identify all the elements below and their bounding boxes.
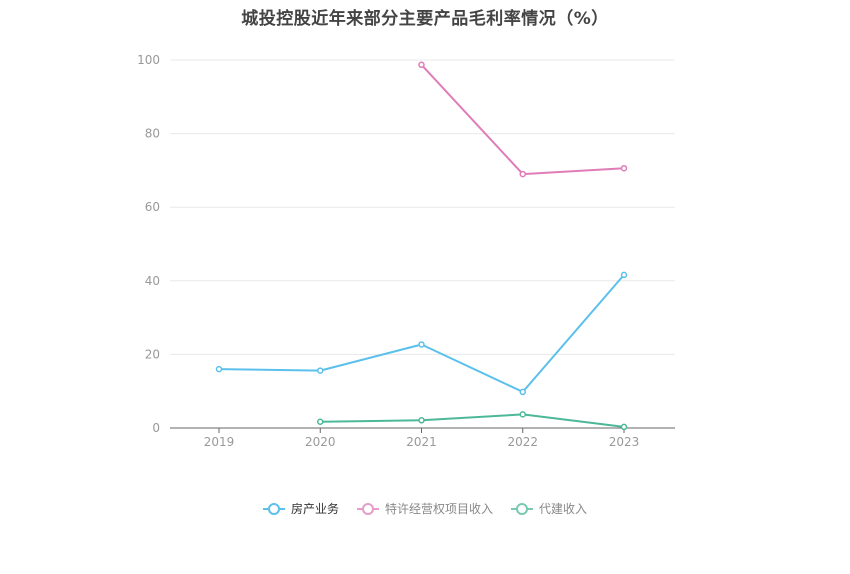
y-tick-label: 100 [137,53,160,67]
data-point [418,61,425,69]
legend-marker-icon [356,502,379,516]
legend-item-1[interactable]: 房产业务 [262,500,339,517]
series-line-1 [218,274,625,393]
x-tick-label: 2020 [305,435,336,449]
x-tick-label: 2023 [609,435,640,449]
legend-label: 特许经营权项目收入 [384,502,493,516]
data-point [620,164,628,172]
x-tick-label: 2019 [204,435,235,449]
legend-label: 代建收入 [539,502,588,516]
data-point [317,418,324,425]
data-point [215,365,223,373]
data-point [620,423,628,431]
y-tick-label: 0 [152,421,160,435]
y-tick-label: 40 [145,274,160,288]
y-tick-label: 60 [145,200,160,214]
chart-legend: 房产业务 特许经营权项目收入 代建收入 [0,500,850,517]
data-point [418,417,425,424]
legend-label: 房产业务 [290,502,339,516]
data-point [519,411,526,418]
y-tick-label: 20 [145,347,160,361]
legend-item-3[interactable]: 代建收入 [511,500,587,517]
x-tick-label: 2021 [406,435,437,449]
data-point [620,271,628,279]
legend-marker-icon [262,502,285,516]
legend-item-2[interactable]: 特许经营权项目收入 [356,500,493,517]
data-point [317,367,324,374]
series-line-3 [320,413,625,428]
chart-title: 城投控股近年来部分主要产品毛利率情况（%） [241,9,609,29]
y-tick-label: 80 [145,127,160,141]
series-line-2 [420,64,625,176]
x-tick-label: 2022 [507,435,538,449]
legend-marker-icon [511,502,533,516]
data-point [519,170,526,178]
data-point [418,341,425,348]
data-point [519,388,526,396]
